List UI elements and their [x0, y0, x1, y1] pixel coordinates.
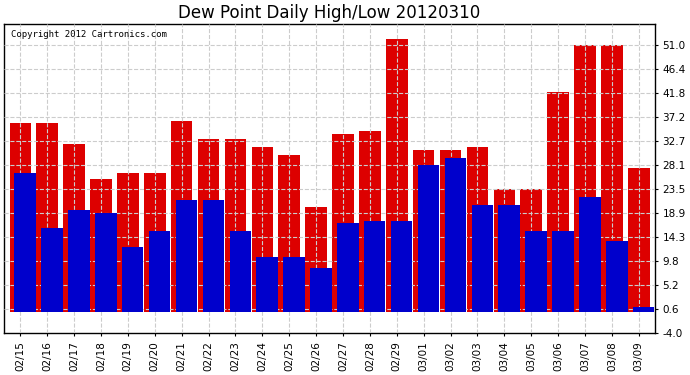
Bar — [117, 173, 139, 312]
Bar — [579, 197, 600, 312]
Bar — [493, 189, 515, 312]
Bar — [90, 178, 112, 312]
Bar — [359, 131, 381, 312]
Bar — [337, 223, 359, 312]
Bar — [37, 123, 58, 312]
Bar — [391, 220, 413, 312]
Bar — [413, 150, 435, 312]
Bar — [364, 220, 386, 312]
Bar — [306, 207, 327, 312]
Bar — [279, 155, 300, 312]
Bar — [417, 165, 440, 312]
Bar — [198, 139, 219, 312]
Bar — [525, 231, 547, 312]
Bar — [225, 139, 246, 312]
Bar — [440, 150, 462, 312]
Bar — [122, 247, 144, 312]
Bar — [552, 231, 573, 312]
Bar — [63, 144, 85, 312]
Bar — [444, 158, 466, 312]
Title: Dew Point Daily High/Low 20120310: Dew Point Daily High/Low 20120310 — [179, 4, 481, 22]
Bar — [10, 123, 31, 312]
Bar — [498, 205, 520, 312]
Bar — [252, 147, 273, 312]
Bar — [386, 39, 408, 312]
Bar — [606, 242, 627, 312]
Bar — [95, 213, 117, 312]
Text: Copyright 2012 Cartronics.com: Copyright 2012 Cartronics.com — [10, 30, 166, 39]
Bar — [257, 257, 278, 312]
Bar — [14, 173, 36, 312]
Bar — [144, 173, 166, 312]
Bar — [633, 307, 654, 312]
Bar — [574, 45, 595, 312]
Bar — [310, 268, 332, 312]
Bar — [41, 228, 63, 312]
Bar — [176, 200, 197, 312]
Bar — [171, 121, 193, 312]
Bar — [520, 189, 542, 312]
Bar — [628, 168, 649, 312]
Bar — [284, 257, 305, 312]
Bar — [601, 45, 622, 312]
Bar — [547, 92, 569, 312]
Bar — [203, 200, 224, 312]
Bar — [68, 210, 90, 312]
Bar — [466, 147, 489, 312]
Bar — [149, 231, 170, 312]
Bar — [230, 231, 251, 312]
Bar — [333, 134, 354, 312]
Bar — [471, 205, 493, 312]
